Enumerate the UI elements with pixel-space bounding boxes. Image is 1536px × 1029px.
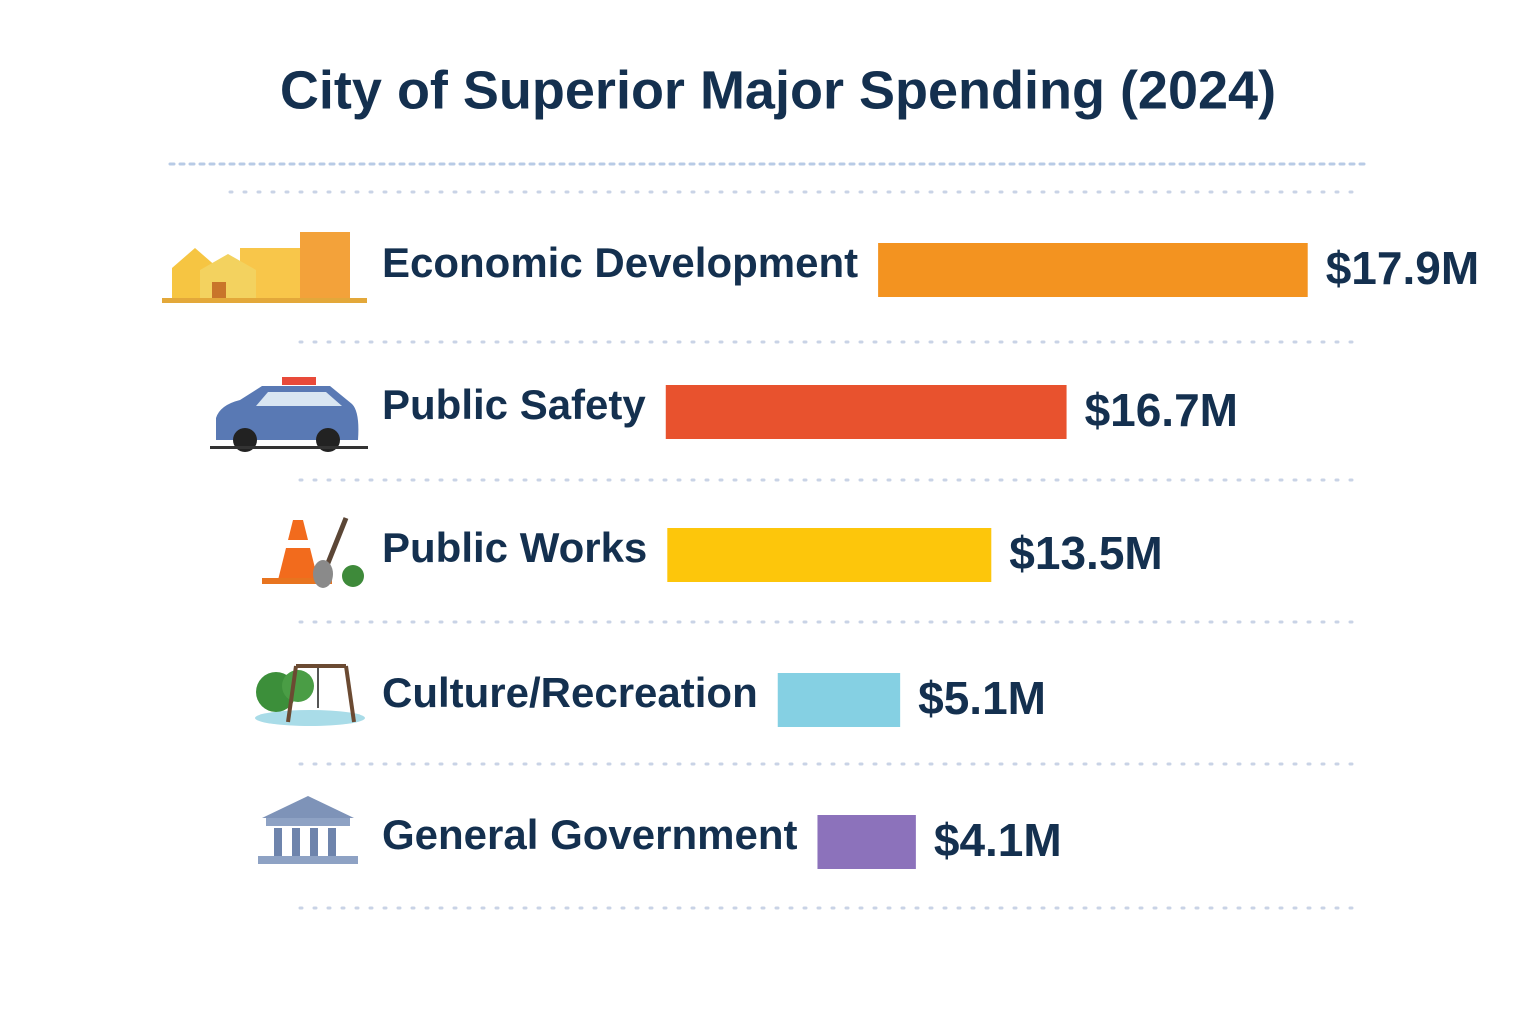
value-label: $16.7M [1085, 384, 1238, 436]
category-label: General Government [382, 811, 797, 858]
bar [665, 385, 1067, 439]
category-label: Culture/Recreation [382, 669, 758, 716]
value-label: $4.1M [934, 814, 1062, 866]
icon-government-building [258, 796, 358, 864]
value-label: $13.5M [1009, 527, 1162, 579]
icon-cone-shovel [262, 517, 364, 588]
bar [777, 673, 901, 727]
category-label: Public Works [382, 524, 647, 571]
separators [168, 162, 1372, 910]
chart-title: City of Superior Major Spending (2024) [280, 60, 1276, 120]
icon-police-car [210, 377, 368, 452]
value-label: $5.1M [918, 672, 1046, 724]
category-label: Economic Development [382, 239, 858, 286]
icon-playground [255, 664, 365, 726]
icon-buildings [162, 232, 367, 303]
bar [817, 815, 916, 869]
bar [878, 243, 1308, 297]
category-label: Public Safety [382, 381, 646, 428]
bar [667, 528, 992, 582]
value-label: $17.9M [1326, 242, 1479, 294]
